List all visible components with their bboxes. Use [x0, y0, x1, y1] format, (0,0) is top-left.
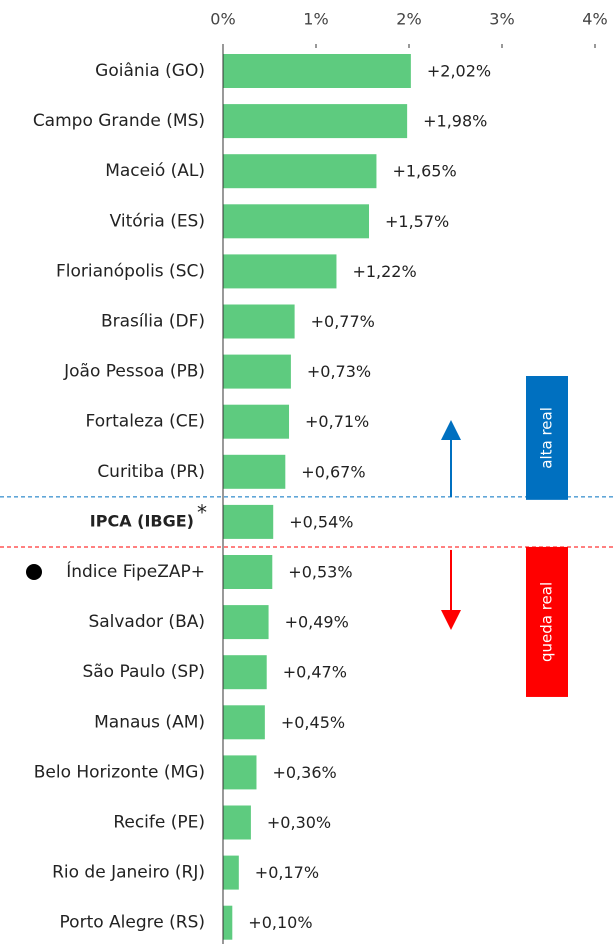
- x-tick-label: 3%: [489, 10, 514, 29]
- category-label: Florianópolis (SC): [56, 261, 205, 281]
- category-label: Vitória (ES): [110, 211, 205, 231]
- bar: [223, 805, 251, 840]
- x-tick-label: 2%: [396, 10, 421, 29]
- marker-dot: [26, 564, 42, 580]
- x-tick-label: 1%: [303, 10, 328, 29]
- category-label: Rio de Janeiro (RJ): [52, 863, 205, 883]
- value-label: +0,71%: [305, 412, 369, 431]
- bar: [223, 905, 233, 940]
- bar: [223, 705, 265, 740]
- value-label: +0,30%: [267, 813, 331, 832]
- bar: [223, 404, 290, 439]
- category-label: Brasília (DF): [101, 312, 205, 332]
- below-label: queda real: [538, 582, 556, 662]
- bar: [223, 254, 337, 289]
- value-label: +1,65%: [392, 162, 456, 181]
- value-label: +0,77%: [311, 312, 375, 331]
- bar: [223, 605, 269, 640]
- value-label: +0,53%: [288, 563, 352, 582]
- above-box: [526, 376, 568, 500]
- x-tick-label: 4%: [582, 10, 607, 29]
- value-label: +1,57%: [385, 212, 449, 231]
- value-label: +0,47%: [283, 663, 347, 682]
- bar: [223, 655, 267, 690]
- category-label: Belo Horizonte (MG): [34, 762, 205, 782]
- bar: [223, 454, 286, 489]
- value-label: +0,67%: [301, 462, 365, 481]
- below-box: [526, 546, 568, 697]
- above-label: alta real: [538, 407, 556, 469]
- category-label: IPCA (IBGE): [90, 511, 194, 530]
- value-label: +0,54%: [289, 512, 353, 531]
- bar: [223, 154, 377, 189]
- category-label: Salvador (BA): [88, 612, 205, 632]
- category-label: Curitiba (PR): [97, 462, 205, 482]
- bar: [223, 204, 370, 239]
- category-label: Goiânia (GO): [95, 61, 205, 81]
- category-label: Manaus (AM): [94, 712, 205, 732]
- bar: [223, 354, 291, 389]
- category-label: Campo Grande (MS): [33, 111, 205, 131]
- asterisk: *: [197, 500, 207, 524]
- value-label: +2,02%: [427, 62, 491, 81]
- bar: [223, 104, 408, 139]
- bar: [223, 755, 257, 790]
- bar: [223, 304, 295, 339]
- bar: [223, 504, 274, 539]
- category-label: Recife (PE): [113, 813, 205, 833]
- category-label: Maceió (AL): [105, 161, 205, 181]
- bar: [223, 855, 239, 890]
- category-label: Porto Alegre (RS): [60, 913, 205, 933]
- bar: [223, 555, 273, 589]
- value-label: +0,17%: [255, 863, 319, 882]
- x-tick-label: 0%: [210, 10, 235, 29]
- category-label: Fortaleza (CE): [86, 412, 205, 432]
- value-label: +0,73%: [307, 362, 371, 381]
- value-label: +0,10%: [248, 913, 312, 932]
- category-label: Índice FipeZAP+: [66, 560, 205, 582]
- value-label: +0,45%: [281, 713, 345, 732]
- category-label: João Pessoa (PB): [63, 362, 205, 382]
- value-label: +0,49%: [285, 613, 349, 632]
- value-label: +0,36%: [272, 763, 336, 782]
- category-label: São Paulo (SP): [82, 662, 205, 682]
- bar: [223, 54, 411, 88]
- value-label: +1,22%: [352, 262, 416, 281]
- value-label: +1,98%: [423, 112, 487, 131]
